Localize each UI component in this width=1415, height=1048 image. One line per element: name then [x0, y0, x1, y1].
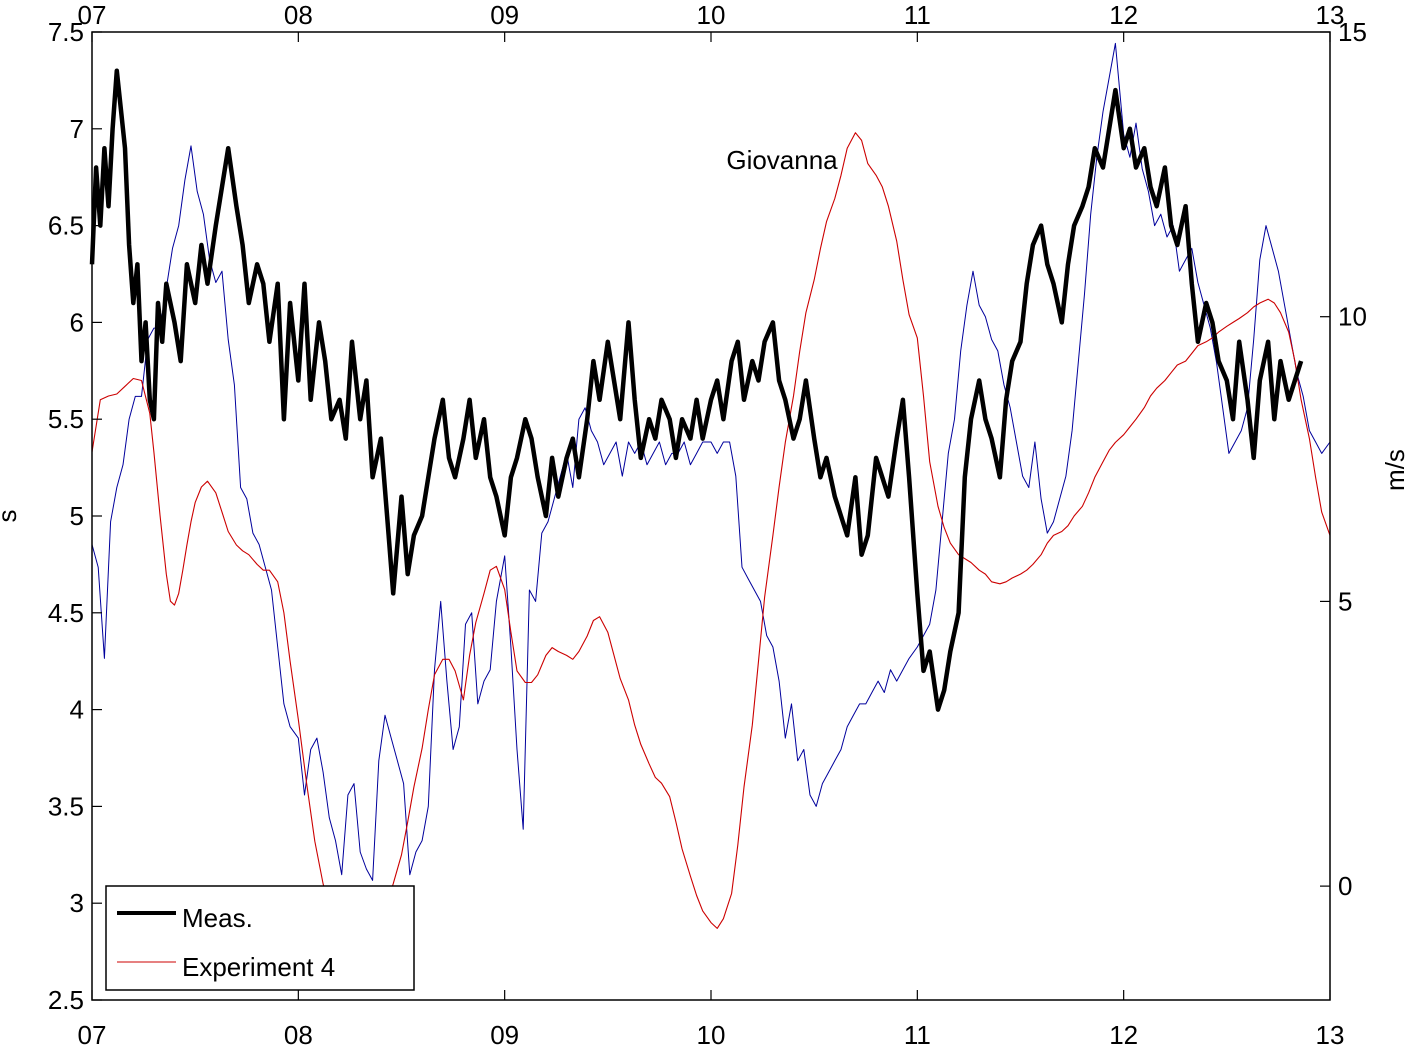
x-tick-label-top: 11	[904, 0, 931, 30]
x-tick-label-top: 07	[78, 0, 107, 30]
legend: Meas. Experiment 4	[105, 885, 415, 991]
x-tick-label-bottom: 11	[904, 1020, 931, 1048]
y-tick-label-left: 3	[70, 888, 84, 918]
x-tick-label-top: 12	[1109, 0, 1138, 30]
x-tick-label-top: 10	[697, 0, 726, 30]
x-tick-label-bottom: 08	[284, 1020, 313, 1048]
series-line-meas	[89, 68, 1304, 712]
plot-area-background	[92, 32, 1330, 1000]
y-tick-label-left: 3.5	[48, 791, 84, 821]
y-tick-label-left: 6.5	[48, 211, 84, 241]
x-tick-label-bottom: 13	[1316, 1020, 1345, 1048]
y-tick-label-left: 6	[70, 307, 84, 337]
x-tick-label-top: 09	[490, 0, 519, 30]
ticks-layer: 07070808090910101111121213132.533.544.55…	[48, 0, 1367, 1048]
y-tick-label-right: 0	[1338, 871, 1352, 901]
legend-box	[105, 885, 415, 991]
x-tick-label-bottom: 12	[1109, 1020, 1138, 1048]
x-tick-label-bottom: 10	[697, 1020, 726, 1048]
x-tick-label-top: 08	[284, 0, 313, 30]
chart-title: Giovanna	[726, 145, 838, 175]
y-axis-right-label: m/s	[1380, 449, 1410, 491]
y-tick-label-left: 4.5	[48, 598, 84, 628]
series-layer	[89, 42, 1331, 929]
legend-label-experiment-4: Experiment 4	[182, 952, 335, 982]
y-tick-label-right: 10	[1338, 302, 1367, 332]
y-tick-label-left: 2.5	[48, 985, 84, 1015]
y-tick-label-right: 15	[1338, 17, 1367, 47]
y-tick-label-left: 5	[70, 501, 84, 531]
y-tick-label-left: 7.5	[48, 17, 84, 47]
y-tick-label-left: 7	[70, 114, 84, 144]
y-tick-label-right: 5	[1338, 586, 1352, 616]
y-tick-label-left: 4	[70, 695, 84, 725]
y-axis-left-label: s	[0, 510, 22, 523]
x-tick-label-top: 13	[1316, 0, 1345, 30]
x-tick-label-bottom: 09	[490, 1020, 519, 1048]
y-tick-label-left: 5.5	[48, 404, 84, 434]
legend-label-meas: Meas.	[182, 903, 253, 933]
series-line-experiment-4	[91, 132, 1331, 929]
x-tick-label-bottom: 07	[78, 1020, 107, 1048]
